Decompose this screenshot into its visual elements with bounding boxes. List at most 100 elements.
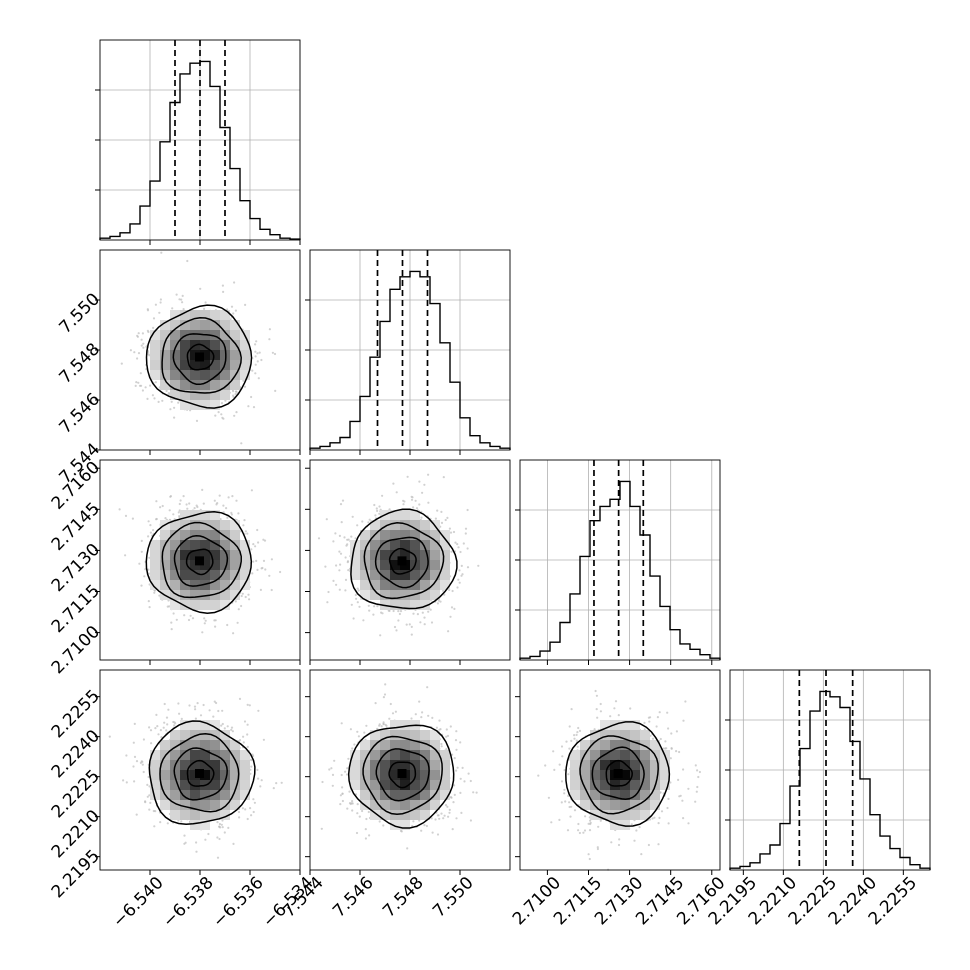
panel-frame xyxy=(729,669,931,871)
scatter-point xyxy=(194,708,197,711)
density-cell xyxy=(180,540,190,550)
scatter-point xyxy=(221,284,224,287)
density-cell xyxy=(230,570,240,580)
density-cell xyxy=(430,760,440,770)
scatter-point xyxy=(658,816,661,820)
scatter-point xyxy=(577,829,580,832)
density-cell xyxy=(640,780,650,790)
scatter-point xyxy=(254,545,257,548)
scatter-point xyxy=(558,763,561,766)
scatter-point xyxy=(563,792,566,795)
scatter-point xyxy=(159,821,162,824)
density-cell xyxy=(600,740,610,750)
scatter-point xyxy=(454,541,457,544)
scatter-point xyxy=(244,595,247,599)
scatter-point xyxy=(421,711,424,714)
scatter-point xyxy=(177,702,180,705)
scatter-point xyxy=(577,726,580,730)
scatter-point xyxy=(325,518,328,521)
scatter-point xyxy=(344,556,347,559)
scatter-point xyxy=(560,780,564,783)
scatter-point xyxy=(696,769,699,772)
scatter-point xyxy=(271,351,274,354)
scatter-point xyxy=(667,797,670,801)
density-cell xyxy=(380,780,390,790)
contour-0 xyxy=(388,547,417,575)
density-cell xyxy=(350,770,360,780)
scatter-point xyxy=(410,498,414,501)
density-cell xyxy=(380,580,390,590)
scatter-point xyxy=(457,546,460,549)
scatter-point xyxy=(217,709,220,713)
scatter-point xyxy=(361,809,364,813)
scatter-point xyxy=(254,372,257,375)
scatter-point xyxy=(238,816,241,819)
scatter-point xyxy=(257,709,260,712)
scatter-point xyxy=(350,535,353,538)
scatter-point xyxy=(279,570,282,574)
density-cell xyxy=(620,810,630,820)
scatter-point xyxy=(344,770,347,773)
density-cell xyxy=(440,750,450,760)
scatter-point xyxy=(416,613,419,616)
density-cell xyxy=(400,530,410,540)
histogram-2 xyxy=(519,480,721,660)
scatter-point xyxy=(594,689,597,693)
density-cell xyxy=(380,800,390,810)
density-cell xyxy=(200,770,210,780)
density-cell xyxy=(180,760,190,770)
density-cell xyxy=(360,590,370,600)
scatter-point xyxy=(124,514,128,518)
density-cell xyxy=(170,810,180,820)
scatter-point xyxy=(670,747,673,750)
scatter-point xyxy=(252,798,255,801)
x-tick-label: −6.538 xyxy=(159,873,218,932)
scatter-point xyxy=(264,568,267,571)
scatter-point xyxy=(459,791,462,795)
scatter-point xyxy=(633,839,636,842)
scatter-point xyxy=(460,564,463,568)
density-cell xyxy=(630,740,640,750)
density-cell xyxy=(640,750,650,760)
scatter-point xyxy=(596,846,599,849)
scatter-point xyxy=(216,856,220,859)
scatter-point xyxy=(657,822,660,825)
density-cell xyxy=(570,750,580,760)
scatter-point xyxy=(460,574,463,577)
density-cell xyxy=(430,530,440,540)
scatter-point xyxy=(148,794,151,797)
density-cell xyxy=(180,320,190,330)
density-cell xyxy=(220,370,230,380)
density-cell xyxy=(200,570,210,580)
scatter-point xyxy=(330,767,333,770)
scatter-point xyxy=(347,538,350,541)
scatter-point xyxy=(570,805,573,808)
scatter-point xyxy=(430,621,434,624)
scatter-point xyxy=(147,775,150,779)
density-cell xyxy=(210,760,220,770)
scatter-point xyxy=(343,536,346,539)
scatter-point xyxy=(563,769,566,772)
density-cell xyxy=(150,770,160,780)
scatter-point xyxy=(383,693,387,696)
scatter-point xyxy=(147,568,150,571)
density-cell xyxy=(350,760,360,770)
density-cell xyxy=(210,350,220,360)
density-cell xyxy=(200,310,210,320)
scatter-point xyxy=(140,338,143,341)
scatter-point xyxy=(389,702,392,706)
scatter-point xyxy=(320,827,323,830)
scatter-point xyxy=(356,587,359,590)
scatter-point xyxy=(694,800,697,803)
contour-2 xyxy=(159,732,240,813)
density-cell xyxy=(240,750,250,760)
panel-frame xyxy=(309,249,511,451)
scatter-point xyxy=(256,352,259,355)
scatter-point xyxy=(234,309,237,312)
scatter-point xyxy=(445,728,448,731)
density-cell xyxy=(210,600,220,610)
density-cell xyxy=(430,580,440,590)
scatter-point xyxy=(681,799,684,802)
scatter-point xyxy=(660,810,664,813)
scatter-point xyxy=(256,768,259,772)
